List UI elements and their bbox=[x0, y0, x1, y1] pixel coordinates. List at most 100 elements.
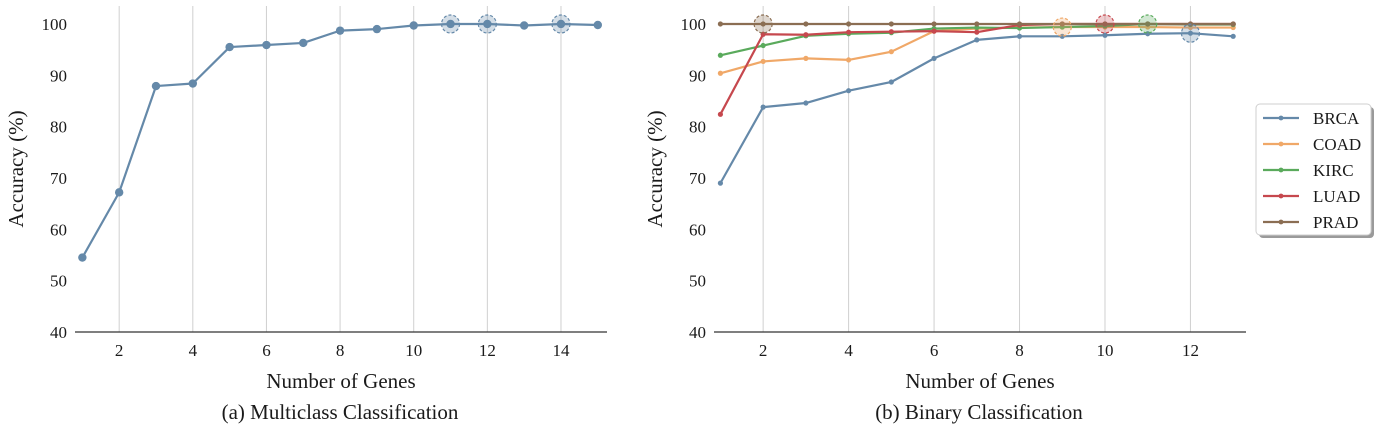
data-point-prad bbox=[888, 21, 894, 27]
x-tick-label: 14 bbox=[552, 341, 570, 360]
data-point-prad bbox=[717, 21, 724, 27]
data-point-series bbox=[299, 38, 308, 48]
data-point-series bbox=[188, 79, 198, 88]
data-point-coad bbox=[717, 70, 724, 76]
best-point-highlight bbox=[440, 14, 461, 34]
legend-label-brca: BRCA bbox=[1313, 109, 1360, 128]
data-point-prad bbox=[1059, 21, 1065, 27]
data-point-prad bbox=[803, 21, 809, 27]
data-point-series bbox=[225, 42, 234, 52]
y-ticks-b: 40 50 60 70 80 90 100 bbox=[681, 15, 707, 342]
data-point-kirc bbox=[760, 42, 766, 49]
y-tick-label: 80 bbox=[50, 118, 67, 137]
panel-binary: 2 4 6 8 10 12 40 50 60 70 80 90 100 Number of Genes… bbox=[643, 6, 1246, 424]
data-point-series bbox=[372, 24, 382, 34]
x-axis-label-b: Number of Genes bbox=[905, 369, 1054, 393]
data-point-luad bbox=[888, 29, 894, 35]
data-point-series bbox=[114, 188, 124, 197]
legend-marker-brca bbox=[1278, 115, 1284, 121]
data-point-kirc bbox=[974, 24, 980, 31]
y-tick-label: 80 bbox=[689, 118, 706, 137]
y-tick-label: 90 bbox=[50, 66, 67, 85]
data-point-prad bbox=[1145, 21, 1151, 27]
series-line-brca bbox=[719, 32, 1234, 184]
data-point-coad bbox=[888, 49, 894, 55]
data-point-luad bbox=[717, 111, 724, 117]
data-point-series bbox=[262, 40, 271, 50]
x-tick-label: 6 bbox=[262, 341, 271, 360]
legend-marker-kirc bbox=[1278, 167, 1284, 173]
y-axis-label-a: Accuracy (%) bbox=[4, 110, 28, 227]
data-point-brca bbox=[1102, 32, 1108, 38]
best-point-highlight bbox=[1180, 23, 1201, 43]
x-tick-label: 4 bbox=[844, 341, 853, 360]
x-tick-label: 2 bbox=[115, 341, 124, 360]
data-point-prad bbox=[1230, 21, 1236, 27]
y-ticks-a: 40 50 60 70 80 90 100 bbox=[42, 15, 68, 342]
legend-items: BRCA COAD KIRC LUAD PRAD bbox=[1263, 109, 1361, 232]
caption-a: (a) Multiclass Classification bbox=[222, 400, 459, 424]
best-point-highlight bbox=[1052, 17, 1072, 37]
data-point-prad bbox=[1016, 21, 1023, 27]
best-point-highlight bbox=[753, 14, 773, 34]
legend: BRCA COAD KIRC LUAD PRAD bbox=[1255, 103, 1374, 238]
data-point-luad bbox=[846, 29, 852, 35]
data-point-luad bbox=[931, 28, 937, 34]
series-layer-a bbox=[78, 19, 602, 262]
data-point-coad bbox=[846, 57, 852, 63]
y-tick-label: 40 bbox=[689, 323, 706, 342]
x-tick-label: 10 bbox=[405, 341, 422, 360]
data-point-kirc bbox=[717, 52, 724, 58]
legend-marker-coad bbox=[1278, 141, 1284, 147]
data-point-brca bbox=[1230, 33, 1236, 39]
highlight-layer-b bbox=[753, 14, 1201, 43]
x-ticks-a: 2 4 6 8 10 12 14 bbox=[115, 341, 570, 360]
data-point-series bbox=[151, 81, 161, 91]
data-point-brca bbox=[1059, 33, 1065, 39]
data-point-coad bbox=[760, 58, 766, 65]
x-tick-label: 6 bbox=[930, 341, 939, 360]
y-tick-label: 40 bbox=[50, 323, 67, 342]
data-point-brca bbox=[846, 88, 852, 94]
y-tick-label: 50 bbox=[689, 272, 706, 291]
data-point-series bbox=[409, 21, 418, 30]
y-axis-label-b: Accuracy (%) bbox=[643, 110, 667, 227]
legend-label-kirc: KIRC bbox=[1313, 161, 1354, 180]
legend-label-coad: COAD bbox=[1313, 135, 1361, 154]
data-point-brca bbox=[803, 100, 809, 106]
legend-label-luad: LUAD bbox=[1313, 187, 1360, 206]
data-point-brca bbox=[888, 79, 894, 85]
grid-lines-b bbox=[762, 6, 1191, 332]
data-point-luad bbox=[803, 32, 809, 38]
data-point-brca bbox=[1016, 33, 1023, 39]
panel-multiclass: 2 4 6 8 10 12 14 40 50 60 70 80 90 100 Number of Gen… bbox=[4, 6, 607, 424]
x-ticks-b: 2 4 6 8 10 12 bbox=[759, 341, 1199, 360]
x-tick-label: 8 bbox=[336, 341, 345, 360]
data-point-series bbox=[78, 253, 87, 262]
data-point-prad bbox=[974, 21, 980, 27]
y-tick-label: 100 bbox=[681, 15, 707, 34]
data-point-prad bbox=[931, 21, 937, 27]
data-point-series bbox=[446, 19, 455, 29]
y-tick-label: 100 bbox=[42, 15, 68, 34]
caption-b: (b) Binary Classification bbox=[875, 400, 1083, 424]
best-point-highlight bbox=[551, 14, 571, 34]
x-axis-label-a: Number of Genes bbox=[266, 369, 415, 393]
data-point-brca bbox=[931, 55, 937, 61]
data-point-series bbox=[556, 19, 566, 29]
legend-marker-prad bbox=[1278, 219, 1284, 225]
x-tick-label: 10 bbox=[1096, 341, 1113, 360]
y-tick-label: 70 bbox=[50, 169, 67, 188]
data-point-luad bbox=[974, 29, 980, 35]
y-tick-label: 50 bbox=[50, 272, 67, 291]
data-point-series bbox=[335, 26, 345, 35]
data-point-series bbox=[519, 21, 529, 30]
legend-marker-luad bbox=[1278, 193, 1284, 199]
data-point-prad bbox=[846, 21, 852, 27]
data-point-series bbox=[593, 20, 602, 30]
data-point-brca bbox=[717, 180, 724, 186]
y-tick-label: 90 bbox=[689, 66, 706, 85]
highlight-layer-a bbox=[440, 14, 571, 34]
y-tick-label: 60 bbox=[50, 220, 67, 239]
